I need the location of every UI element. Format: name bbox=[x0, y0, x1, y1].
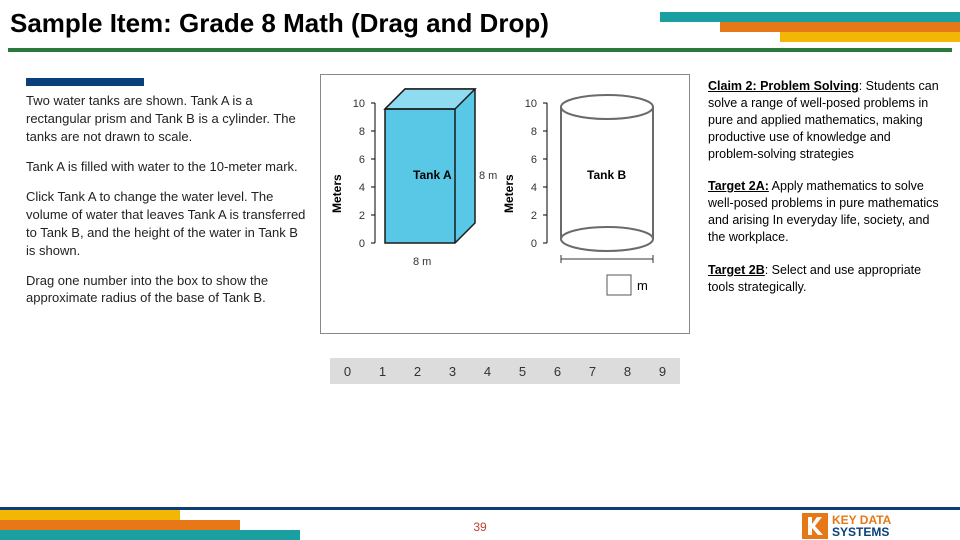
bar-yellow bbox=[780, 32, 960, 42]
title-rule bbox=[8, 48, 952, 52]
claim-2: Claim 2: Problem Solving: Students can s… bbox=[708, 78, 946, 162]
svg-text:0: 0 bbox=[531, 238, 537, 250]
problem-p2: Tank A is filled with water to the 10-me… bbox=[26, 158, 306, 176]
svg-text:4: 4 bbox=[359, 182, 365, 194]
logo-line2: SYSTEMS bbox=[832, 526, 891, 538]
problem-p4: Drag one number into the box to show the… bbox=[26, 272, 306, 308]
drag-number[interactable]: 3 bbox=[449, 364, 456, 379]
t2a-title: Target 2A: bbox=[708, 179, 769, 193]
svg-text:8: 8 bbox=[359, 126, 365, 138]
tank-a-depth: 8 m bbox=[479, 170, 497, 182]
problem-p3: Click Tank A to change the water level. … bbox=[26, 188, 306, 260]
fbar-yellow bbox=[0, 510, 180, 520]
problem-p1: Two water tanks are shown. Tank A is a r… bbox=[26, 92, 306, 146]
tank-b-axis: 0 2 4 6 8 10 bbox=[525, 98, 547, 250]
svg-text:10: 10 bbox=[525, 98, 537, 110]
target-2a: Target 2A: Apply mathematics to solve we… bbox=[708, 178, 946, 246]
tank-a-shape[interactable] bbox=[385, 89, 475, 243]
logo-text: KEY DATA SYSTEMS bbox=[832, 514, 891, 538]
bar-teal bbox=[660, 12, 960, 22]
tank-a-base: 8 m bbox=[413, 256, 431, 268]
svg-text:4: 4 bbox=[531, 182, 537, 194]
problem-text: Two water tanks are shown. Tank A is a r… bbox=[26, 78, 306, 319]
svg-text:0: 0 bbox=[359, 238, 365, 250]
left-blue-rule bbox=[26, 78, 144, 86]
tanks-svg: 0 2 4 6 8 10 Meters Tank A 8 m 8 m bbox=[327, 83, 683, 313]
top-accent-bars bbox=[640, 12, 960, 42]
svg-text:2: 2 bbox=[531, 210, 537, 222]
meters-label-a: Meters bbox=[330, 174, 344, 213]
number-track: 0 1 2 3 4 5 6 7 8 9 bbox=[330, 358, 680, 384]
footer: 39 KEY DATA SYSTEMS bbox=[0, 506, 960, 540]
drag-number[interactable]: 1 bbox=[379, 364, 386, 379]
tank-a-axis: 0 2 4 6 8 10 bbox=[353, 98, 375, 250]
page-title: Sample Item: Grade 8 Math (Drag and Drop… bbox=[10, 8, 549, 39]
logo-mark bbox=[802, 513, 828, 539]
t2b-title: Target 2B bbox=[708, 263, 765, 277]
drag-number[interactable]: 2 bbox=[414, 364, 421, 379]
svg-text:6: 6 bbox=[359, 154, 365, 166]
drag-number[interactable]: 5 bbox=[519, 364, 526, 379]
slide: Sample Item: Grade 8 Math (Drag and Drop… bbox=[0, 0, 960, 540]
radius-unit: m bbox=[637, 278, 648, 293]
tank-a-label: Tank A bbox=[413, 168, 452, 182]
svg-text:10: 10 bbox=[353, 98, 365, 110]
tank-b-label: Tank B bbox=[587, 168, 626, 182]
drag-number[interactable]: 7 bbox=[589, 364, 596, 379]
drag-number[interactable]: 0 bbox=[344, 364, 351, 379]
svg-text:8: 8 bbox=[531, 126, 537, 138]
radius-answer-box[interactable] bbox=[607, 275, 631, 295]
drag-number[interactable]: 6 bbox=[554, 364, 561, 379]
tanks-figure: 0 2 4 6 8 10 Meters Tank A 8 m 8 m bbox=[320, 74, 690, 334]
svg-text:6: 6 bbox=[531, 154, 537, 166]
target-2b: Target 2B: Select and use appropriate to… bbox=[708, 262, 946, 296]
svg-text:2: 2 bbox=[359, 210, 365, 222]
standards-text: Claim 2: Problem Solving: Students can s… bbox=[708, 78, 946, 312]
drag-number[interactable]: 4 bbox=[484, 364, 491, 379]
drag-number[interactable]: 9 bbox=[659, 364, 666, 379]
meters-label-b: Meters bbox=[502, 174, 516, 213]
drag-number[interactable]: 8 bbox=[624, 364, 631, 379]
claim-title: Claim 2: Problem Solving bbox=[708, 79, 859, 93]
brand-logo: KEY DATA SYSTEMS bbox=[802, 512, 952, 540]
bar-orange bbox=[720, 22, 960, 32]
